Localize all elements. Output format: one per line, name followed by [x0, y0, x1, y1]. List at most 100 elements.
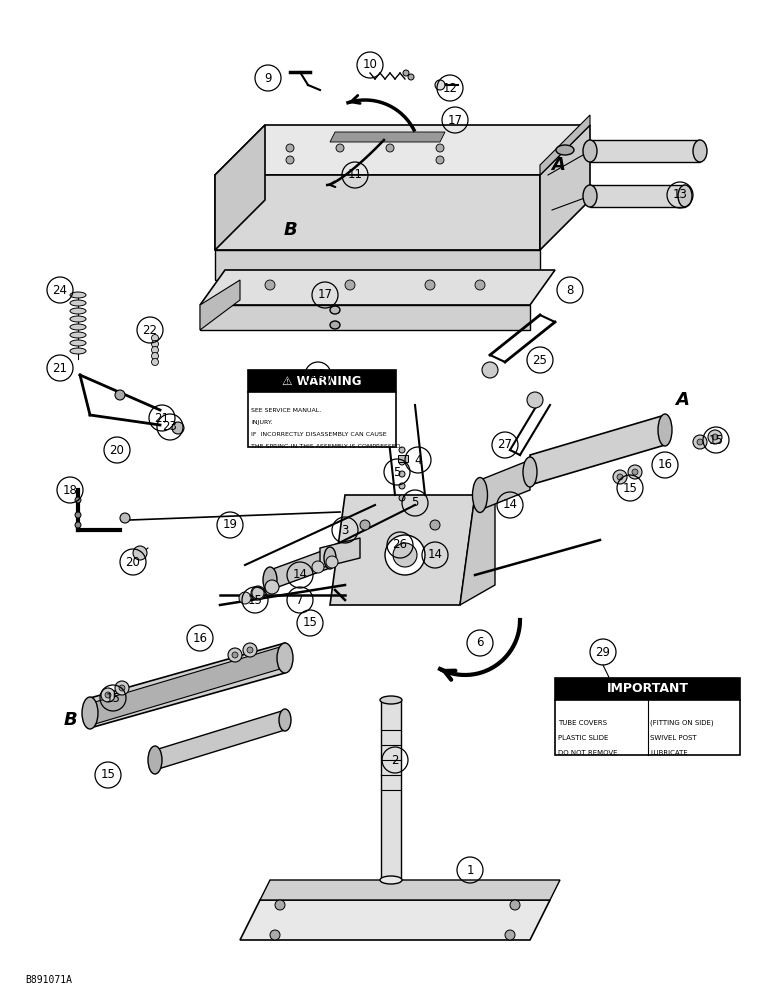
Text: 11: 11	[347, 168, 363, 182]
Text: IMPORTANT: IMPORTANT	[607, 682, 689, 696]
Circle shape	[336, 144, 344, 152]
Text: 15: 15	[709, 434, 723, 446]
Text: 25: 25	[533, 354, 547, 366]
FancyBboxPatch shape	[248, 370, 396, 392]
Polygon shape	[540, 115, 590, 175]
Circle shape	[151, 334, 158, 342]
Text: 15: 15	[303, 616, 317, 630]
Polygon shape	[200, 305, 530, 330]
Text: TUBE COVERS: TUBE COVERS	[558, 720, 607, 726]
Ellipse shape	[277, 643, 293, 673]
Polygon shape	[381, 700, 401, 880]
Polygon shape	[90, 643, 285, 728]
Circle shape	[239, 592, 251, 604]
Text: A: A	[551, 156, 565, 174]
Text: 21: 21	[154, 412, 170, 424]
Circle shape	[75, 522, 81, 528]
Circle shape	[270, 930, 280, 940]
Circle shape	[712, 434, 718, 440]
Circle shape	[286, 144, 294, 152]
Circle shape	[252, 587, 264, 599]
Text: 19: 19	[222, 518, 238, 532]
Circle shape	[436, 156, 444, 164]
Circle shape	[75, 512, 81, 518]
Text: 10: 10	[363, 58, 378, 72]
Circle shape	[527, 392, 543, 408]
Text: PLASTIC SLIDE: PLASTIC SLIDE	[558, 735, 608, 741]
Text: 5: 5	[393, 466, 401, 479]
Text: INJURY.: INJURY.	[251, 420, 273, 425]
Text: 9: 9	[264, 72, 272, 85]
Polygon shape	[270, 548, 330, 590]
Text: 18: 18	[63, 484, 77, 496]
Text: A: A	[675, 391, 689, 409]
Text: 15: 15	[622, 482, 638, 494]
Circle shape	[613, 470, 627, 484]
Text: B891071A: B891071A	[25, 975, 72, 985]
Text: 6: 6	[476, 637, 484, 650]
Circle shape	[435, 80, 445, 90]
Text: 17: 17	[448, 113, 462, 126]
FancyBboxPatch shape	[555, 678, 740, 700]
Circle shape	[247, 647, 253, 653]
Text: SEE SERVICE MANUAL.: SEE SERVICE MANUAL.	[251, 408, 321, 413]
Text: 1: 1	[466, 863, 474, 876]
Circle shape	[403, 70, 409, 76]
Ellipse shape	[523, 457, 537, 487]
Circle shape	[628, 465, 642, 479]
Text: IF  INCORRECTLY DISASSEMBLY CAN CAUSE: IF INCORRECTLY DISASSEMBLY CAN CAUSE	[251, 432, 387, 437]
Text: 29: 29	[595, 646, 611, 658]
Circle shape	[345, 280, 355, 290]
Text: B: B	[63, 711, 77, 729]
Text: 5: 5	[411, 496, 418, 510]
Circle shape	[286, 156, 294, 164]
Circle shape	[436, 144, 444, 152]
Circle shape	[115, 390, 125, 400]
Circle shape	[275, 900, 285, 910]
Polygon shape	[480, 460, 530, 510]
Ellipse shape	[279, 709, 291, 731]
Circle shape	[399, 471, 405, 477]
Polygon shape	[215, 125, 590, 175]
Polygon shape	[95, 647, 280, 724]
Polygon shape	[215, 250, 540, 280]
Ellipse shape	[583, 140, 597, 162]
Polygon shape	[260, 880, 560, 900]
Text: SWIVEL POST: SWIVEL POST	[651, 735, 697, 741]
Circle shape	[120, 513, 130, 523]
Polygon shape	[590, 140, 700, 162]
Circle shape	[119, 685, 125, 691]
Circle shape	[265, 280, 275, 290]
Circle shape	[151, 340, 158, 348]
Polygon shape	[215, 125, 265, 250]
Circle shape	[265, 580, 279, 594]
Circle shape	[133, 546, 147, 560]
Circle shape	[151, 353, 158, 360]
Circle shape	[399, 459, 405, 465]
Text: 21: 21	[52, 361, 67, 374]
Ellipse shape	[70, 308, 86, 314]
Text: 3: 3	[341, 524, 349, 536]
Text: 27: 27	[497, 438, 513, 452]
Text: LUBRICATE: LUBRICATE	[651, 750, 689, 756]
Ellipse shape	[693, 140, 707, 162]
Polygon shape	[398, 455, 408, 462]
Polygon shape	[240, 900, 550, 940]
Ellipse shape	[70, 292, 86, 298]
Polygon shape	[460, 485, 495, 605]
Ellipse shape	[70, 348, 86, 354]
FancyBboxPatch shape	[555, 700, 740, 755]
Ellipse shape	[70, 324, 86, 330]
Text: 14: 14	[293, 568, 307, 582]
Text: 13: 13	[672, 188, 687, 202]
Circle shape	[425, 280, 435, 290]
Text: 22: 22	[143, 324, 157, 336]
Circle shape	[475, 280, 485, 290]
Text: 15: 15	[100, 768, 116, 782]
Ellipse shape	[472, 478, 487, 512]
Ellipse shape	[324, 547, 336, 569]
Text: 8: 8	[567, 284, 574, 296]
Text: ⚠ WARNING: ⚠ WARNING	[283, 374, 362, 387]
Text: THE SPRING IN THIS ASSEMBLY IS COMPRESSED.: THE SPRING IN THIS ASSEMBLY IS COMPRESSE…	[251, 444, 402, 449]
Ellipse shape	[70, 316, 86, 322]
